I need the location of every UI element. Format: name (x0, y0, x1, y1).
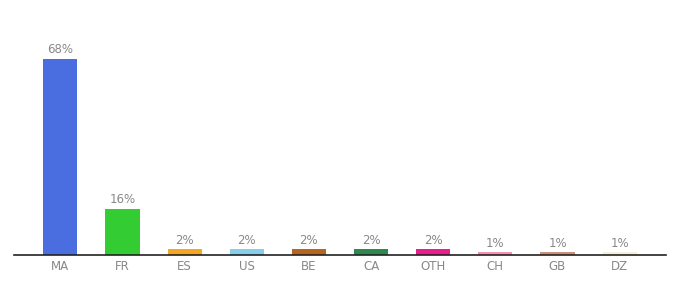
Bar (541, 252, 575, 255)
Bar (105, 209, 139, 255)
Text: 1%: 1% (548, 237, 567, 250)
Text: 16%: 16% (109, 194, 135, 206)
Text: 2%: 2% (175, 234, 194, 247)
Text: 2%: 2% (362, 234, 380, 247)
Bar (230, 249, 264, 255)
Bar (602, 252, 636, 255)
Bar (44, 58, 78, 255)
Text: 1%: 1% (486, 237, 505, 250)
Text: 2%: 2% (237, 234, 256, 247)
Text: 2%: 2% (300, 234, 318, 247)
Text: 68%: 68% (48, 43, 73, 56)
Bar (354, 249, 388, 255)
Text: 2%: 2% (424, 234, 443, 247)
Bar (478, 252, 513, 255)
Bar (416, 249, 450, 255)
Bar (292, 249, 326, 255)
Bar (167, 249, 202, 255)
Text: 1%: 1% (611, 237, 629, 250)
